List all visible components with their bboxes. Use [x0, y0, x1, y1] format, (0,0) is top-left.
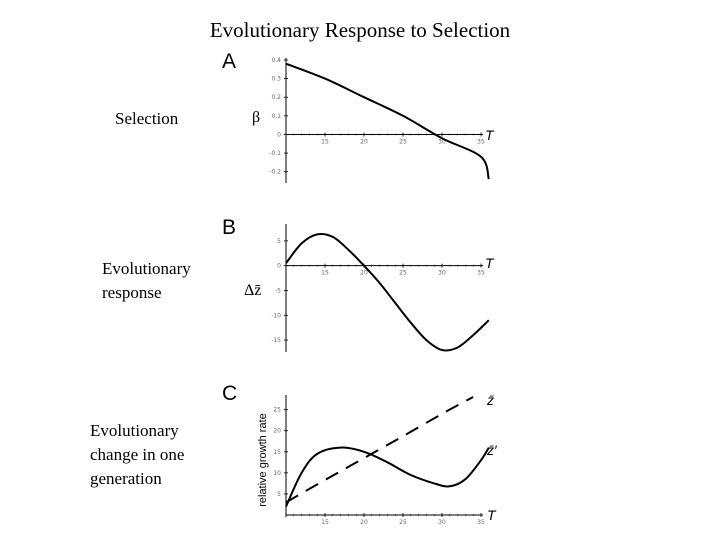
panel-a-series-line — [285, 62, 490, 180]
panel-a-y-tick-label: 0.2 — [271, 94, 281, 101]
page-title: Evolutionary Response to Selection — [209, 18, 511, 42]
panel-a-x-tick-label: 20 — [360, 138, 368, 145]
panel-c-letter: C — [222, 382, 237, 405]
panel-b-x-tick-label: 15 — [321, 270, 329, 277]
panel-c-x-tick-label: 20 — [360, 519, 368, 526]
panel-b-x-tick-label: 20 — [360, 270, 368, 277]
row-label-evolutionary-response: Evolutionary response — [102, 257, 222, 305]
panel-a-letter: A — [222, 50, 236, 73]
row-label-line: response — [102, 283, 162, 302]
panel-c-series-label-z: z̄ — [486, 392, 494, 408]
row-label-line: Evolutionary — [90, 421, 179, 440]
row-label-text: Selection — [115, 109, 179, 128]
panel-b-x-label: T — [485, 255, 495, 271]
panel-b-y-tick-label: 5 — [277, 238, 281, 245]
panel-b-y-tick-label: 0 — [277, 263, 281, 270]
panel-a-x-tick-label: 35 — [477, 138, 485, 145]
panel-b-x-tick-label: 30 — [438, 270, 446, 277]
panel-c-series-label-z: z̄′ — [486, 442, 498, 458]
row-label-line: Evolutionary — [102, 259, 191, 278]
panel-a-x-tick-label: 25 — [399, 138, 407, 145]
panel-c-y-tick-label: 15 — [273, 449, 281, 456]
panel-a-x-tick-label: 30 — [438, 138, 446, 145]
panel-b-y-label: Δz̄ — [244, 282, 261, 299]
panel-c-x-tick-label: 30 — [438, 519, 446, 526]
panel-b-x-tick-label: 25 — [399, 270, 407, 277]
panel-b-y-tick-label: -5 — [275, 287, 281, 294]
panel-a-y-tick-label: 0 — [277, 131, 281, 138]
panel-c-y-tick-label: 5 — [277, 491, 281, 498]
row-label-line: change in one — [90, 445, 185, 464]
panel-b-letter: B — [222, 216, 236, 239]
row-label-line: generation — [90, 469, 162, 488]
panel-a-y-tick-label: -0.1 — [269, 150, 281, 157]
panel-c-y-tick-label: 25 — [273, 407, 281, 414]
panel-b-y-tick-label: -15 — [271, 337, 281, 344]
panel-c-x-tick-label: 15 — [321, 519, 329, 526]
panel-a-y-tick-label: 0.1 — [271, 113, 281, 120]
row-label-selection: Selection — [115, 107, 178, 131]
row-label-evolutionary-change: Evolutionary change in one generation — [90, 419, 215, 491]
panel-c-y-tick-label: 10 — [273, 470, 281, 477]
panel-c-series-z — [285, 446, 490, 508]
panel-a-x-label: T — [485, 127, 495, 143]
panel-c-x-tick-label: 35 — [477, 519, 485, 526]
panel-b-series-line — [285, 233, 490, 352]
panel-c-x-tick-label: 25 — [399, 519, 407, 526]
panel-a-y-tick-label: 0.4 — [271, 57, 281, 64]
panel-c-y-tick-label: 20 — [273, 428, 281, 435]
panel-a-y-tick-label: 0.3 — [271, 76, 281, 83]
panel-a-y-tick-label: -0.2 — [269, 169, 281, 176]
panel-c-x-label: T — [487, 507, 497, 523]
panel-c-y-label: relative growth rate — [257, 413, 269, 507]
panel-b-x-tick-label: 35 — [477, 270, 485, 277]
panel-a-y-label: β — [252, 109, 260, 126]
panel-a-x-tick-label: 15 — [321, 138, 329, 145]
panel-b-y-tick-label: -10 — [271, 312, 281, 319]
